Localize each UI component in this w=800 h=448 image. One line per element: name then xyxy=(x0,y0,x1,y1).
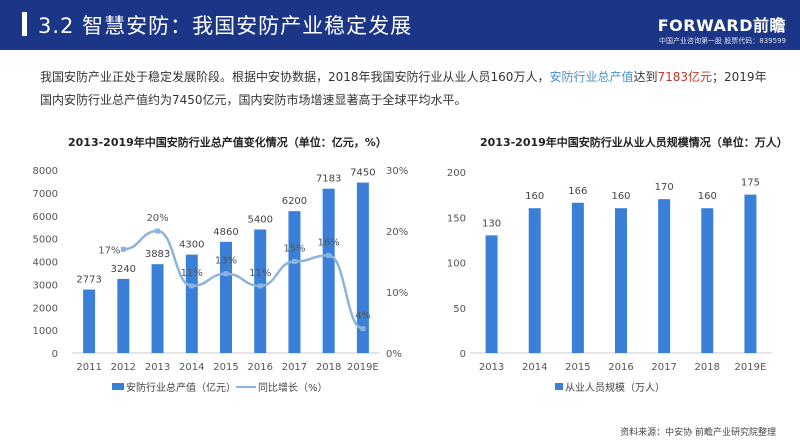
legend-swatch-bar xyxy=(555,383,563,390)
bar xyxy=(220,241,232,353)
growth-data-label: 16% xyxy=(318,237,340,248)
bar xyxy=(744,194,757,353)
growth-data-label: 4% xyxy=(355,311,371,322)
growth-point xyxy=(326,252,332,258)
bar xyxy=(571,202,584,353)
bar xyxy=(356,182,369,353)
x-tick-label: 2019E xyxy=(347,362,379,373)
bar xyxy=(485,235,498,353)
accent-bar xyxy=(22,12,27,36)
y-tick-label: 200 xyxy=(447,168,466,179)
y-tick-label: 2000 xyxy=(33,303,58,314)
bar-data-label: 170 xyxy=(655,182,674,193)
chart-title-output: 2013-2019年中国安防行业总产值变化情况（单位：亿元，%） xyxy=(68,136,387,149)
x-tick-label: 2012 xyxy=(111,362,136,373)
legend-label-bar: 安防行业总产值（亿元） xyxy=(126,381,236,394)
bar-data-label: 160 xyxy=(525,191,544,202)
growth-point xyxy=(120,246,126,252)
x-tick-label: 2018 xyxy=(695,362,720,373)
y2-tick-label: 0% xyxy=(386,349,402,360)
growth-data-label: 20% xyxy=(146,213,168,224)
growth-point xyxy=(360,326,366,332)
bar-data-label: 5400 xyxy=(247,214,272,225)
growth-data-label: 15% xyxy=(283,244,305,255)
x-tick-label: 2013 xyxy=(145,362,170,373)
bar xyxy=(288,211,301,353)
x-tick-label: 2016 xyxy=(608,362,633,373)
y-tick-label: 0 xyxy=(52,349,58,360)
y-tick-label: 50 xyxy=(453,304,466,315)
y-tick-label: 150 xyxy=(447,213,466,224)
growth-data-label: 11% xyxy=(249,268,271,279)
logo-subtitle: 中国产业咨询第一股 股票代码：839599 xyxy=(659,37,786,45)
y-tick-label: 1000 xyxy=(33,326,58,337)
x-tick-label: 2014 xyxy=(179,362,204,373)
bar xyxy=(83,289,96,353)
logo-text: FORWARD前瞻 xyxy=(657,16,786,35)
bar xyxy=(615,208,627,353)
legend-swatch-bar xyxy=(112,383,124,390)
x-tick-label: 2017 xyxy=(651,362,676,373)
bar xyxy=(701,208,714,353)
bar-data-label: 4300 xyxy=(179,240,204,251)
x-tick-label: 2016 xyxy=(247,362,272,373)
x-tick-label: 2017 xyxy=(282,362,307,373)
x-tick-label: 2015 xyxy=(213,362,238,373)
bar-data-label: 3240 xyxy=(111,264,136,275)
y-tick-label: 5000 xyxy=(33,235,58,246)
growth-point xyxy=(257,283,263,289)
legend-label-line: 同比增长（%） xyxy=(258,381,328,394)
bar-data-label: 4860 xyxy=(213,227,238,238)
intro-paragraph: 我国安防产业正处于稳定发展阶段。根据中安协数据，2018年我国安防行业从业人员1… xyxy=(40,70,767,107)
bar xyxy=(254,229,267,353)
header-bar: 3.2 智慧安防：我国安防产业稳定发展 FORWARD前瞻 中国产业咨询第一股 … xyxy=(0,0,800,50)
x-tick-label: 2011 xyxy=(76,362,101,373)
y-tick-label: 100 xyxy=(447,259,466,270)
bar xyxy=(185,254,198,353)
growth-point xyxy=(155,228,161,234)
growth-data-label: 17% xyxy=(98,245,120,256)
bar-data-label: 166 xyxy=(568,186,587,197)
y2-tick-label: 30% xyxy=(386,166,408,177)
growth-point xyxy=(291,259,297,264)
bar-data-label: 2773 xyxy=(76,275,101,286)
y-tick-label: 6000 xyxy=(33,212,58,223)
y2-tick-label: 10% xyxy=(386,288,408,299)
bar-data-label: 3883 xyxy=(145,249,170,260)
y-tick-label: 7000 xyxy=(33,189,58,200)
x-tick-label: 2015 xyxy=(565,362,590,373)
source-note: 资料来源：中安协 前瞻产业研究院整理 xyxy=(620,428,776,438)
bar-data-label: 175 xyxy=(741,178,760,189)
legend-label-bar: 从业人员规模（万人） xyxy=(565,381,665,394)
page-title: 3.2 智慧安防：我国安防产业稳定发展 xyxy=(38,14,413,38)
bar-data-label: 160 xyxy=(698,191,717,202)
growth-data-label: 11% xyxy=(181,268,203,279)
bar-data-label: 160 xyxy=(611,191,630,202)
x-tick-label: 2013 xyxy=(479,362,504,373)
x-tick-label: 2019E xyxy=(735,362,767,373)
bar xyxy=(528,208,541,353)
x-tick-label: 2014 xyxy=(522,362,547,373)
x-tick-label: 2018 xyxy=(316,362,341,373)
bar-data-label: 6200 xyxy=(282,196,307,207)
y2-tick-label: 20% xyxy=(386,227,408,238)
bar xyxy=(322,188,335,353)
growth-data-label: 13% xyxy=(215,256,237,267)
bar xyxy=(117,278,130,353)
bar xyxy=(658,199,671,353)
chart-title-employees: 2013-2019年中国安防行业从业人员规模情况（单位：万人） xyxy=(480,136,788,149)
y-tick-label: 0 xyxy=(460,349,466,360)
growth-point xyxy=(223,271,229,277)
bar-data-label: 130 xyxy=(482,218,501,229)
bar-data-label: 7450 xyxy=(350,168,375,179)
y-tick-label: 4000 xyxy=(33,258,58,269)
bar xyxy=(151,264,164,353)
y-tick-label: 8000 xyxy=(33,166,58,177)
logo: FORWARD前瞻 中国产业咨询第一股 股票代码：839599 xyxy=(658,12,786,46)
bar-data-label: 7183 xyxy=(316,174,341,185)
growth-point xyxy=(189,283,195,289)
y-tick-label: 3000 xyxy=(33,280,58,291)
